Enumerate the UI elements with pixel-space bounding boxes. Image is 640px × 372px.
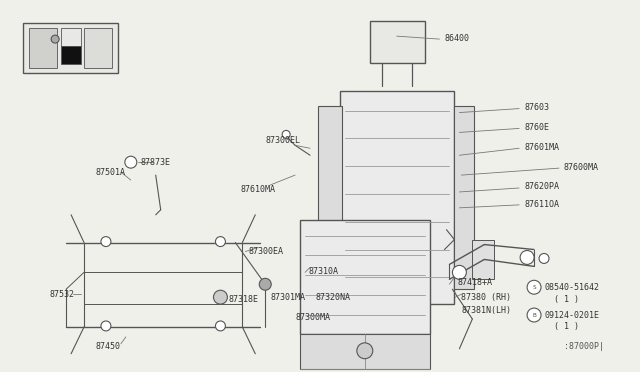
- Text: 86400: 86400: [444, 33, 470, 43]
- Text: 87300EL: 87300EL: [265, 136, 300, 145]
- Bar: [300, 334, 429, 369]
- Text: 87310A: 87310A: [308, 267, 338, 276]
- Circle shape: [101, 321, 111, 331]
- Text: 87873E: 87873E: [141, 158, 171, 167]
- Text: ( 1 ): ( 1 ): [554, 295, 579, 304]
- Circle shape: [214, 290, 227, 304]
- Text: 87501A: 87501A: [96, 168, 126, 177]
- Bar: [23, 23, 118, 73]
- Circle shape: [216, 237, 225, 247]
- Circle shape: [452, 265, 467, 279]
- Text: S: S: [532, 285, 536, 290]
- Bar: [472, 240, 494, 279]
- Bar: [61, 28, 81, 46]
- Circle shape: [51, 35, 59, 43]
- Text: ( 1 ): ( 1 ): [554, 323, 579, 331]
- Text: 87532: 87532: [49, 290, 74, 299]
- Circle shape: [357, 343, 372, 359]
- Text: 09124-0201E: 09124-0201E: [544, 311, 599, 320]
- Circle shape: [282, 131, 290, 138]
- Circle shape: [216, 321, 225, 331]
- Text: 87300MA: 87300MA: [295, 312, 330, 321]
- Text: 87611OA: 87611OA: [524, 201, 559, 209]
- Text: 87300EA: 87300EA: [248, 247, 284, 256]
- Circle shape: [259, 278, 271, 290]
- Text: 8760E: 8760E: [524, 123, 549, 132]
- Bar: [318, 106, 342, 289]
- Bar: [370, 21, 424, 63]
- Text: 87320NA: 87320NA: [315, 293, 350, 302]
- Circle shape: [539, 253, 549, 263]
- Text: 87380 (RH): 87380 (RH): [461, 293, 511, 302]
- Circle shape: [527, 280, 541, 294]
- Text: 08540-51642: 08540-51642: [544, 283, 599, 292]
- Text: 87450: 87450: [96, 342, 121, 351]
- Text: 87603: 87603: [524, 103, 549, 112]
- Text: 87318E: 87318E: [228, 295, 259, 304]
- Bar: [29, 28, 57, 68]
- Bar: [61, 46, 81, 64]
- Text: 87610MA: 87610MA: [241, 186, 275, 195]
- Text: 87381N(LH): 87381N(LH): [461, 305, 511, 315]
- Text: B: B: [532, 312, 536, 318]
- Text: 87601MA: 87601MA: [524, 143, 559, 152]
- Text: :87000P|: :87000P|: [564, 342, 604, 351]
- Text: 87600MA: 87600MA: [564, 163, 599, 171]
- Text: 87620PA: 87620PA: [524, 183, 559, 192]
- Bar: [84, 28, 112, 68]
- Circle shape: [520, 250, 534, 264]
- Bar: [340, 91, 454, 304]
- Bar: [454, 106, 474, 289]
- Circle shape: [125, 156, 137, 168]
- Bar: [300, 220, 429, 334]
- Text: 87301MA: 87301MA: [270, 293, 305, 302]
- Text: 87418+A: 87418+A: [458, 278, 492, 287]
- Circle shape: [101, 237, 111, 247]
- Circle shape: [527, 308, 541, 322]
